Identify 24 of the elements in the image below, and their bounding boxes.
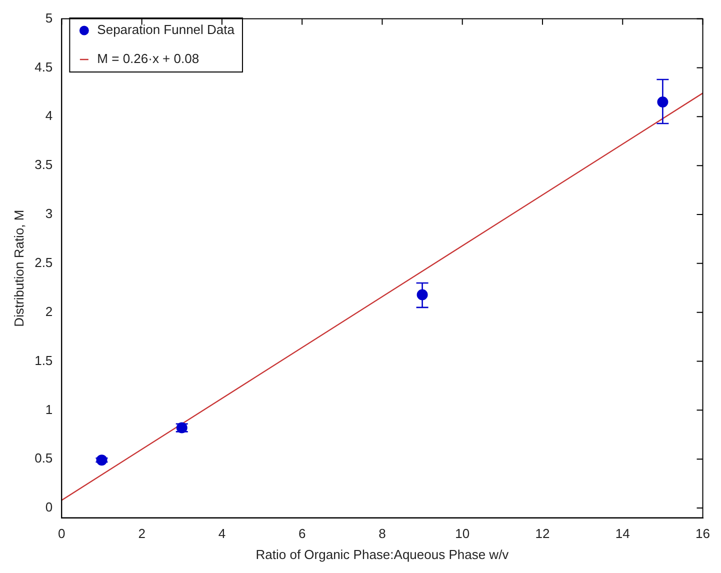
x-tick-label: 10 — [455, 526, 470, 542]
legend-label: M = 0.26·x + 0.08 — [97, 51, 200, 66]
x-axis-title: Ratio of Organic Phase:Aqueous Phase w/v — [256, 546, 510, 562]
y-tick-label: 1.5 — [34, 352, 53, 368]
legend-label: Separation Funnel Data — [97, 22, 236, 38]
y-tick-label: 0.5 — [34, 450, 53, 466]
y-tick-label: 3 — [45, 206, 53, 222]
y-tick-label: 5 — [45, 10, 53, 26]
y-axis-title: Distribution Ratio, M — [11, 210, 26, 327]
y-tick-label: 2 — [45, 304, 53, 319]
x-tick-label: 16 — [696, 526, 710, 542]
y-tick-label: 4.5 — [34, 59, 53, 74]
x-tick-label: 6 — [298, 526, 306, 542]
x-tick-label: 12 — [535, 526, 550, 542]
y-tick-label: 0 — [45, 500, 53, 515]
x-tick-label: 2 — [138, 526, 146, 542]
y-tick-label: 1 — [45, 402, 53, 417]
y-tick-label: 2.5 — [34, 254, 53, 270]
x-tick-label: 14 — [615, 526, 630, 542]
y-tick-label: 3.5 — [34, 157, 53, 172]
x-tick-label: 4 — [218, 526, 226, 542]
x-tick-label: 8 — [378, 526, 386, 542]
y-tick-label: 4 — [45, 108, 53, 124]
x-tick-label: 0 — [58, 526, 66, 542]
